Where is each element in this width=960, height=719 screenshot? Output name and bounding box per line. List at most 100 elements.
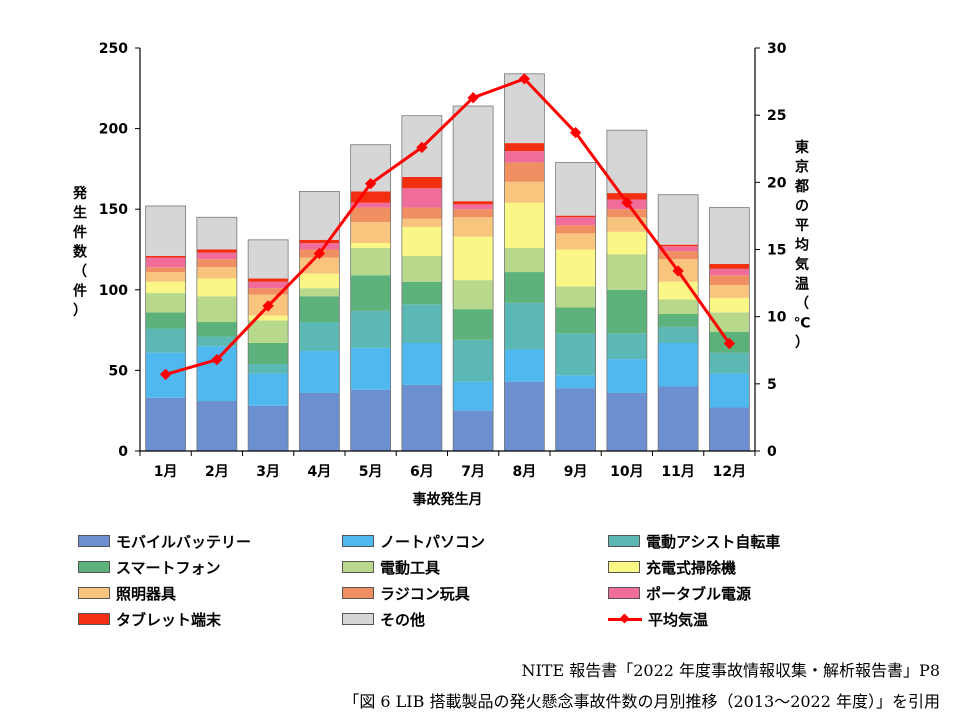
legend-item-portable-power: ポータブル電源 xyxy=(608,582,751,604)
legend-item-tablet: タブレット端末 xyxy=(78,608,221,630)
bar-segment xyxy=(350,310,391,348)
bar-segment xyxy=(401,218,442,227)
legend-item-lighting: 照明器具 xyxy=(78,582,176,604)
bar-segment xyxy=(709,407,750,451)
x-tick-label: 4月 xyxy=(308,464,332,480)
bar-segment xyxy=(401,304,442,343)
bar-segment xyxy=(299,322,340,352)
bar-segment xyxy=(504,151,545,163)
bar-segment xyxy=(709,373,750,408)
bar-segment xyxy=(196,267,237,279)
temperature-point xyxy=(569,126,582,139)
legend-label: 電動アシスト自転車 xyxy=(646,532,781,551)
temperature-point xyxy=(262,300,274,312)
chart-area: 0 50 100 150 200 250 0 5 10 15 20 25 30 1月 2月 3月 4月 5月 6月 7… xyxy=(72,41,811,508)
legend-swatch xyxy=(78,561,110,573)
legend-label: ラジコン玩具 xyxy=(380,584,470,603)
bar-segment xyxy=(145,397,186,451)
legend-label: モバイルバッテリー xyxy=(116,532,252,551)
bar-segment xyxy=(453,106,494,202)
bar-segment xyxy=(145,328,186,353)
bar-segment xyxy=(401,384,442,451)
x-tick-label: 1月 xyxy=(154,464,178,480)
bar-segment xyxy=(606,359,647,393)
bar-segment xyxy=(145,281,186,294)
temperature-line xyxy=(165,77,731,376)
bar-segment xyxy=(606,289,647,334)
bar-segment xyxy=(401,342,442,385)
bar-segment xyxy=(555,225,596,234)
bar-segment xyxy=(453,217,494,237)
bar-segment xyxy=(196,401,237,451)
bar-segment xyxy=(248,278,289,282)
bar-segment xyxy=(658,299,699,314)
bar-segment xyxy=(196,259,237,268)
bar-segment xyxy=(350,191,391,203)
bar-segment xyxy=(606,217,647,232)
legend: モバイルバッテリー ノートパソコン 電動アシスト自転車 スマートフォン 電動工具… xyxy=(78,530,898,640)
temperature-point xyxy=(723,337,736,350)
bar-segment xyxy=(555,233,596,250)
bar-segment xyxy=(555,215,596,218)
temperature-point xyxy=(211,353,223,366)
bar-segment xyxy=(401,281,442,305)
y2-tick-label: 5 xyxy=(767,377,777,393)
bar-segment xyxy=(453,410,494,451)
legend-label: 照明器具 xyxy=(116,584,177,603)
legend-swatch xyxy=(78,587,110,599)
y2-tick-label: 20 xyxy=(767,175,787,191)
bar-segment xyxy=(658,251,699,260)
bar-segment xyxy=(401,176,442,189)
bar-segment xyxy=(709,352,750,374)
bar-segment xyxy=(196,217,237,250)
bar-segment xyxy=(299,288,340,297)
bar-segment xyxy=(453,381,494,411)
y-axis-title: 発生件数（件） xyxy=(72,185,88,319)
y-tick-label: 50 xyxy=(109,363,129,379)
bar-segment xyxy=(248,342,289,364)
bar-segment xyxy=(401,255,442,282)
bar-segment xyxy=(555,249,596,287)
y-tick-label: 0 xyxy=(118,444,128,460)
legend-label: その他 xyxy=(380,610,426,629)
bar-segment xyxy=(453,204,494,210)
bar-segment xyxy=(453,280,494,310)
bar-segment xyxy=(504,143,545,152)
bar-segment xyxy=(555,333,596,376)
bar-segment xyxy=(350,207,391,223)
bar-segment xyxy=(145,272,186,282)
bar-segment xyxy=(299,239,340,244)
bar-segment xyxy=(145,257,186,268)
bar-segment xyxy=(401,207,442,219)
x-tick-label: 11月 xyxy=(661,464,694,480)
bar-segment xyxy=(299,191,340,240)
bar-segment xyxy=(248,239,289,279)
bar-segment xyxy=(350,275,391,311)
bar-segment xyxy=(606,333,647,360)
bar-segment xyxy=(453,339,494,382)
legend-swatch xyxy=(342,561,374,573)
bar-segment xyxy=(709,207,750,265)
bar-segment xyxy=(248,405,289,451)
bar-segment xyxy=(299,392,340,451)
bar-segment xyxy=(196,249,237,253)
legend-item-other: その他 xyxy=(342,608,425,630)
bar-segment xyxy=(299,351,340,393)
bar-segment xyxy=(555,217,596,226)
legend-swatch xyxy=(608,561,640,573)
bar-segment xyxy=(299,243,340,250)
bar-segment xyxy=(248,281,289,289)
y-tick-label: 250 xyxy=(99,41,128,57)
bar-segment xyxy=(504,162,545,182)
bar-segment xyxy=(606,254,647,290)
bar-segment xyxy=(709,264,750,269)
legend-label: タブレット端末 xyxy=(116,610,222,629)
legend-swatch xyxy=(342,613,374,625)
bar-segment xyxy=(401,226,442,256)
legend-swatch xyxy=(78,613,110,625)
legend-swatch xyxy=(608,535,640,547)
legend-swatch xyxy=(342,535,374,547)
bar-segment xyxy=(504,302,545,350)
bar-segment xyxy=(658,194,699,245)
legend-label: ポータブル電源 xyxy=(646,584,752,603)
